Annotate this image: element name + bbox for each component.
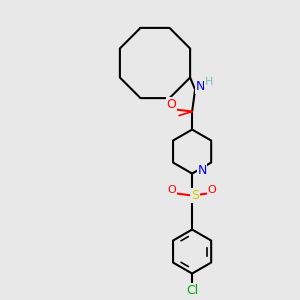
Text: O: O: [166, 98, 176, 111]
Text: N: N: [195, 80, 205, 93]
Text: S: S: [191, 189, 199, 202]
Text: H: H: [205, 76, 213, 86]
Text: Cl: Cl: [186, 284, 198, 297]
Text: N: N: [197, 164, 207, 177]
Text: O: O: [168, 184, 176, 194]
Text: O: O: [208, 184, 217, 194]
